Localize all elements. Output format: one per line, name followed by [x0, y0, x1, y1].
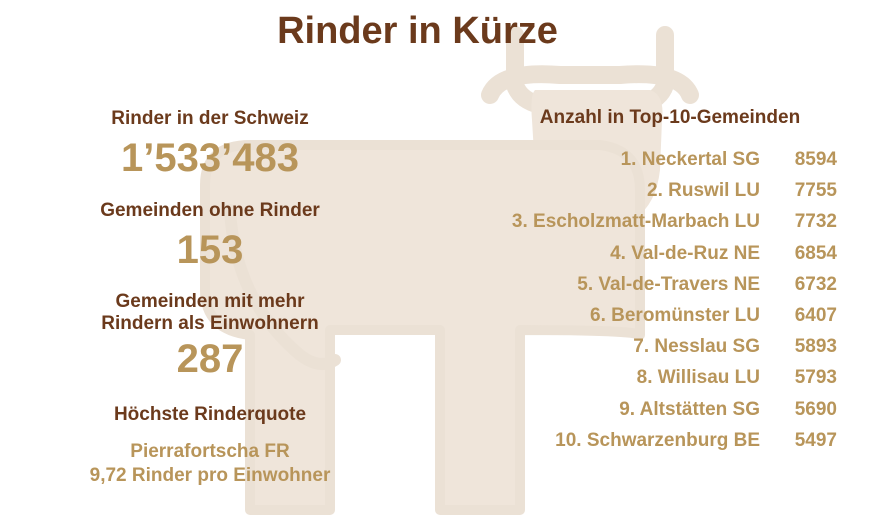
- list-item: 1. Neckertal SG 8594: [430, 145, 845, 176]
- more-cattle-label-line1: Gemeinden mit mehr: [115, 291, 305, 312]
- rank-name: 8. Willisau LU: [636, 367, 760, 389]
- rank-value: 6732: [794, 273, 837, 295]
- cattle-count-value: 1’533’483: [121, 136, 299, 180]
- top10-title: Anzahl in Top-10-Gemeinden: [539, 107, 801, 128]
- list-item: 3. Escholzmatt-Marbach LU 7732: [430, 207, 845, 238]
- list-item: 7. Nesslau SG 5893: [430, 332, 845, 363]
- rank-name: 3. Escholzmatt-Marbach LU: [511, 211, 760, 233]
- rank-name: 2. Ruswil LU: [647, 180, 760, 202]
- more-cattle-value: 287: [176, 337, 244, 381]
- top10-list: 1. Neckertal SG 8594 2. Ruswil LU 7755 3…: [430, 145, 845, 457]
- rank-name: 1. Neckertal SG: [620, 149, 760, 170]
- rank-name: 6. Beromünster LU: [590, 304, 760, 326]
- rank-name: 10. Schwarzenburg BE: [555, 429, 760, 451]
- rank-value: 7732: [794, 211, 837, 233]
- no-cattle-block: Gemeinden ohne Rinder 153: [60, 200, 360, 272]
- list-item: 8. Willisau LU 5793: [430, 363, 845, 394]
- rank-value: 5893: [794, 336, 837, 358]
- list-item: 10. Schwarzenburg BE 5497: [430, 426, 845, 457]
- rank-value: 6854: [794, 242, 837, 264]
- cattle-count-block: Rinder in der Schweiz 1’533’483: [60, 108, 360, 180]
- ratio-label: Höchste Rinderquote: [113, 404, 307, 425]
- rank-value: 5690: [794, 398, 837, 420]
- rank-value: 8594: [794, 149, 837, 170]
- list-item: 9. Altstätten SG 5690: [430, 395, 845, 426]
- rank-name: 5. Val-de-Travers NE: [577, 273, 760, 295]
- list-item: 4. Val-de-Ruz NE 6854: [430, 239, 845, 270]
- list-item: 6. Beromünster LU 6407: [430, 301, 845, 332]
- no-cattle-label: Gemeinden ohne Rinder: [100, 200, 320, 221]
- ratio-place: Pierrafortscha FR: [130, 441, 290, 462]
- no-cattle-value: 153: [176, 228, 244, 272]
- list-item: 2. Ruswil LU 7755: [430, 176, 845, 207]
- rank-name: 7. Nesslau SG: [633, 336, 760, 358]
- rank-value: 5497: [794, 429, 837, 451]
- more-cattle-block: Gemeinden mit mehr Rindern als Einwohner…: [60, 291, 360, 381]
- rank-value: 6407: [794, 304, 837, 326]
- more-cattle-label-line2: Rindern als Einwohnern: [101, 313, 319, 334]
- ratio-value: 9,72 Rinder pro Einwohner: [89, 465, 331, 486]
- rank-name: 9. Altstätten SG: [619, 398, 760, 420]
- ratio-block: Höchste Rinderquote Pierrafortscha FR 9,…: [60, 404, 360, 488]
- rank-value: 7755: [794, 180, 837, 202]
- rank-name: 4. Val-de-Ruz NE: [610, 242, 760, 264]
- list-item: 5. Val-de-Travers NE 6732: [430, 270, 845, 301]
- page-title: Rinder in Kürze: [277, 10, 558, 52]
- cattle-count-label: Rinder in der Schweiz: [111, 108, 309, 129]
- rank-value: 5793: [794, 367, 837, 389]
